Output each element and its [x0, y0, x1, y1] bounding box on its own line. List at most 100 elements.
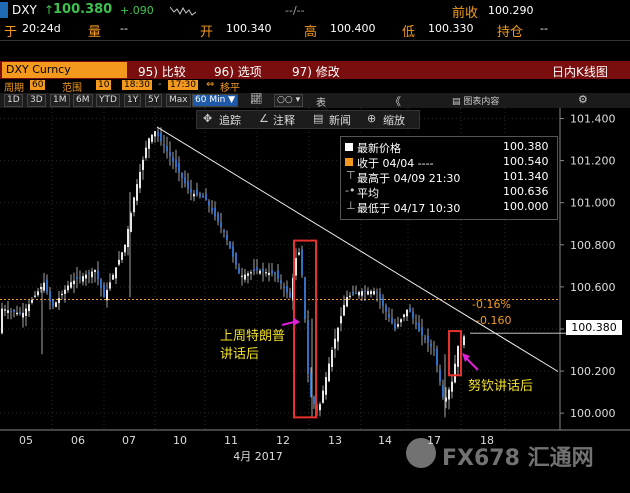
candle-body	[136, 184, 138, 201]
end-time-input[interactable]: 17:30	[168, 80, 198, 90]
candle-body	[145, 147, 147, 158]
shift-button[interactable]: 移平	[220, 83, 240, 94]
legend-swatch-close	[345, 158, 353, 166]
security-field[interactable]: DXY Curncy	[2, 62, 127, 78]
volume-label: 量	[88, 25, 102, 40]
interval-value: 60 Min	[195, 95, 226, 105]
position-label: 持仓	[497, 25, 524, 40]
mnuchin-arrow	[465, 357, 479, 371]
gear-icon[interactable]: ⚙	[578, 93, 588, 106]
options-menu[interactable]: 96) 选项	[214, 65, 262, 79]
x-tick-label: 12	[276, 434, 290, 447]
period-6m-button[interactable]: 6M	[73, 94, 93, 107]
range-input[interactable]: 10	[96, 80, 112, 90]
candle-body	[100, 279, 102, 289]
x-tick-label: 06	[71, 434, 85, 447]
candle-body	[304, 277, 306, 320]
candle-body	[31, 299, 33, 303]
candle-body	[103, 284, 105, 298]
chart-mode: 日内K线图	[552, 65, 608, 79]
x-tick-label: 13	[328, 434, 342, 447]
candle-body	[91, 271, 93, 278]
interval-select[interactable]: 60 Min ▼	[192, 94, 239, 107]
candle-body	[58, 298, 60, 304]
period-1m-button[interactable]: 1M	[50, 94, 70, 107]
volume-value: --	[120, 22, 128, 35]
collapse-icon[interactable]: 《	[390, 95, 401, 108]
open-value: 100.340	[226, 22, 272, 35]
candle-body	[112, 274, 114, 280]
period-label: 周期	[4, 83, 24, 94]
candle-body	[151, 134, 153, 142]
period-ytd-button[interactable]: YTD	[96, 94, 120, 107]
zoom-icon[interactable]: ⊕	[367, 112, 377, 125]
compare-menu[interactable]: 95) 比较	[138, 65, 186, 79]
chart-content-button[interactable]: ▤ 图表内容	[452, 97, 500, 107]
period-1d-button[interactable]: 1D	[4, 94, 23, 107]
candle-body	[133, 197, 135, 213]
y-tick-label: 101.200	[570, 155, 616, 168]
chart-style-select[interactable]: ○○ ▾	[274, 94, 304, 107]
watermark-text: FX678 汇通网	[442, 446, 594, 471]
period-3d-button[interactable]: 3D	[27, 94, 46, 107]
track-button[interactable]: 追踪	[219, 114, 241, 127]
position-value: --	[540, 22, 548, 35]
candle-body	[400, 319, 402, 323]
ticker[interactable]: DXY	[12, 3, 37, 17]
candle-body	[391, 317, 393, 324]
line-chart-icon[interactable]: 📈︎	[250, 94, 263, 105]
news-button[interactable]: 新闻	[329, 114, 351, 127]
candle-body	[259, 270, 261, 274]
edit-menu[interactable]: 97) 修改	[292, 65, 340, 79]
bid-ask: --/--	[285, 4, 305, 17]
crosshair-icon[interactable]: ✥	[203, 112, 213, 125]
candle-body	[52, 300, 54, 307]
candle-body	[13, 309, 15, 312]
zoom-button[interactable]: 缩放	[383, 114, 405, 127]
candle-body	[109, 282, 111, 289]
candle-body	[205, 193, 207, 201]
candle-body	[367, 291, 369, 295]
candle-body	[244, 274, 246, 280]
start-time-input[interactable]: 18:30	[122, 80, 152, 90]
candle-body	[433, 349, 435, 351]
pencil-icon[interactable]: ∠	[259, 112, 269, 125]
candle-body	[343, 304, 345, 316]
shift-icon[interactable]: ⇔	[206, 79, 215, 90]
candle-body	[163, 144, 165, 147]
period-5y-button[interactable]: 5Y	[145, 94, 163, 107]
mnuchin-highlight-box	[448, 330, 462, 377]
trump-highlight-box	[293, 239, 317, 419]
x-axis-title: 4月 2017	[233, 450, 283, 463]
price-change: +.090	[120, 4, 154, 17]
annotate-button[interactable]: 注释	[273, 114, 295, 127]
candle-body	[430, 343, 432, 347]
candle-body	[79, 277, 81, 279]
period-input[interactable]: 60	[30, 80, 46, 90]
news-icon[interactable]: ▤	[313, 112, 324, 125]
legend-box: 最新价格 100.380 收于 04/04 ---- 100.540 ⊤ 最高于…	[340, 136, 558, 220]
prev-close-label: 前收	[452, 6, 479, 21]
table-button[interactable]: 表	[316, 98, 326, 109]
candle-body	[277, 270, 279, 279]
candle-body	[196, 189, 198, 196]
candle-body	[232, 246, 234, 257]
candle-body	[394, 323, 396, 329]
period-max-button[interactable]: Max	[166, 94, 191, 107]
candle-body	[325, 377, 327, 395]
candle-body	[40, 286, 42, 289]
sparkline-icon	[170, 6, 196, 16]
candle-body	[61, 293, 63, 296]
candle-body	[331, 350, 333, 368]
legend-value: 100.636	[503, 185, 549, 198]
high-value: 100.400	[330, 22, 376, 35]
period-1y-button[interactable]: 1Y	[124, 94, 142, 107]
legend-label: 收于 04/04 ----	[357, 157, 434, 170]
legend-label: 平均	[357, 187, 379, 200]
candle-body	[253, 269, 255, 272]
candle-body	[385, 306, 387, 312]
candle-body	[1, 308, 3, 334]
candle-body	[301, 249, 303, 276]
candle-body	[19, 312, 21, 314]
prev-close-value: 100.290	[488, 4, 534, 17]
